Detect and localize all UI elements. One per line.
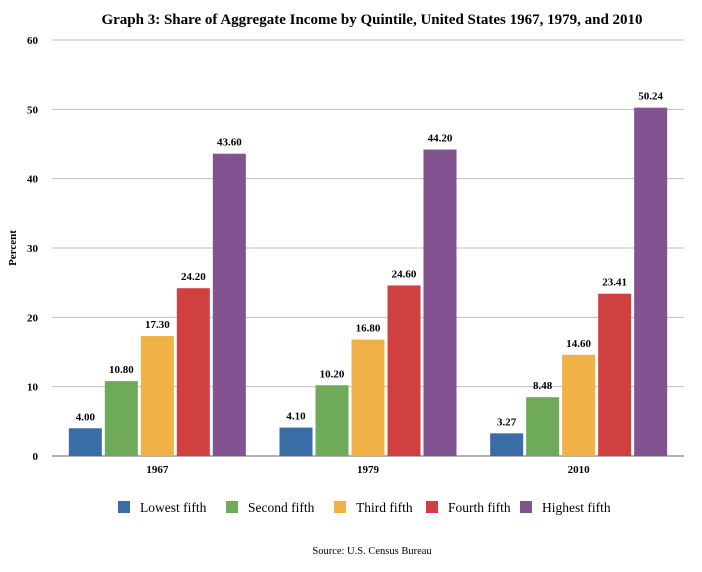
- y-tick-label: 20: [27, 312, 39, 324]
- x-tick-label: 2010: [568, 464, 591, 476]
- y-tick-label: 40: [27, 174, 39, 186]
- bar-highest-fifth-2010: [634, 107, 668, 456]
- bar-second-fifth-1967: [104, 381, 138, 456]
- y-tick-label: 0: [33, 451, 39, 463]
- data-labels: 4.00 10.80 17.30 24.20 43.60 4.10 10.20 16.80 24…: [76, 91, 664, 429]
- y-axis-ticks: 0 10 20 30 40 50 60: [27, 35, 39, 463]
- data-label: 10.20: [320, 368, 345, 380]
- y-tick-label: 30: [27, 243, 39, 255]
- y-tick-label: 50: [27, 104, 39, 116]
- data-label: 4.10: [286, 411, 306, 423]
- legend-swatch: [226, 501, 238, 513]
- data-label: 24.60: [392, 268, 417, 280]
- bar-highest-fifth-1979: [423, 149, 457, 456]
- data-label: 10.80: [109, 364, 134, 376]
- chart-title: Graph 3: Share of Aggregate Income by Qu…: [101, 12, 642, 28]
- data-label: 4.00: [76, 411, 96, 423]
- bar-fourth-fifth-1967: [176, 288, 210, 456]
- data-label: 44.20: [428, 133, 453, 145]
- data-label: 3.27: [497, 416, 517, 428]
- data-label: 8.48: [533, 380, 553, 392]
- data-label: 50.24: [638, 91, 663, 103]
- y-tick-label: 60: [27, 35, 39, 47]
- legend-label: Lowest fifth: [140, 500, 207, 515]
- data-label: 17.30: [145, 319, 170, 331]
- legend-label: Fourth fifth: [448, 500, 511, 515]
- x-tick-label: 1967: [146, 464, 169, 476]
- bar-lowest-fifth-1967: [68, 428, 102, 456]
- source-note: Source: U.S. Census Bureau: [312, 546, 432, 557]
- x-axis-ticks: 1967 1979 2010: [146, 464, 590, 476]
- legend-label: Second fifth: [248, 500, 315, 515]
- bar-fourth-fifth-1979: [387, 285, 421, 456]
- bar-lowest-fifth-2010: [490, 433, 524, 456]
- legend-label: Third fifth: [356, 500, 413, 515]
- legend-swatch: [334, 501, 346, 513]
- bar-highest-fifth-1967: [212, 153, 246, 456]
- legend-swatch: [118, 501, 130, 513]
- bar-third-fifth-1967: [140, 336, 174, 456]
- bars: [68, 107, 668, 456]
- y-tick-label: 10: [27, 382, 39, 394]
- legend-swatch: [426, 501, 438, 513]
- bar-lowest-fifth-1979: [279, 427, 313, 456]
- x-tick-label: 1979: [357, 464, 380, 476]
- bar-fourth-fifth-2010: [598, 293, 632, 456]
- data-label: 14.60: [566, 338, 591, 350]
- bar-second-fifth-2010: [526, 397, 560, 456]
- y-axis-label: Percent: [7, 230, 19, 266]
- data-label: 43.60: [217, 137, 242, 149]
- legend-swatch: [520, 501, 532, 513]
- bar-third-fifth-1979: [351, 339, 385, 456]
- bar-second-fifth-1979: [315, 385, 349, 456]
- bar-third-fifth-2010: [562, 354, 596, 456]
- data-label: 16.80: [356, 323, 381, 335]
- data-label: 24.20: [181, 271, 206, 283]
- legend: Lowest fifth Second fifth Third fifth Fourt…: [118, 500, 611, 515]
- legend-label: Highest fifth: [542, 500, 611, 515]
- data-label: 23.41: [602, 277, 627, 289]
